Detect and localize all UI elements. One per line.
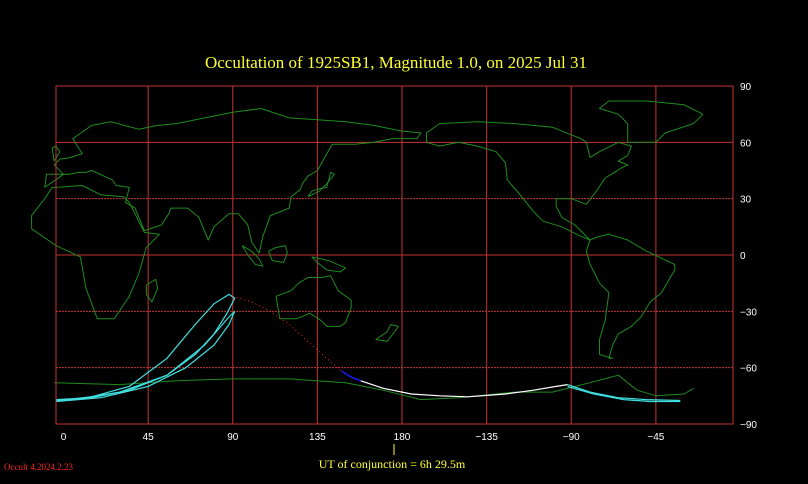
path-limit-line-north-east xyxy=(567,384,681,402)
latitude-tick-label: 0 xyxy=(740,251,746,262)
map-title: Occultation of 1925SB1, Magnitude 1.0, o… xyxy=(205,53,587,72)
longitude-tick-label: 90 xyxy=(227,432,239,443)
longitude-tick-label: 135 xyxy=(309,432,326,443)
longitude-tick-label: −135 xyxy=(475,432,498,443)
latitude-tick-label: −60 xyxy=(740,364,757,375)
map-frame xyxy=(55,85,734,425)
central-line-daylight-segment xyxy=(360,380,568,398)
path-limit-line-inner xyxy=(55,310,236,403)
coastline-segment xyxy=(54,374,694,401)
latitude-tick-label: −30 xyxy=(740,307,757,318)
latitude-tick-label: 30 xyxy=(740,195,752,206)
conjunction-time-label: UT of conjunction = 6h 29.5m xyxy=(319,457,466,471)
coastline-segment xyxy=(241,245,264,267)
occultation-path xyxy=(55,293,681,403)
latitude-tick-labels: 90 60 30 0 −30 −60 −90 xyxy=(740,82,757,431)
coastline-segment xyxy=(599,100,704,143)
longitude-tick-label: 0 xyxy=(61,432,67,443)
longitude-tick-label: 180 xyxy=(394,432,411,443)
coastline-segment xyxy=(275,275,352,327)
coastline-segment xyxy=(268,245,288,263)
longitude-tick-label: 45 xyxy=(143,432,155,443)
longitude-tick-label: −90 xyxy=(563,432,580,443)
coastline-segment xyxy=(31,185,160,320)
longitude-tick-label: −45 xyxy=(647,432,664,443)
coastline-segment xyxy=(311,256,347,273)
latitude-tick-label: 60 xyxy=(740,138,752,149)
coastline-segment xyxy=(145,278,159,303)
central-line-twilight-segment xyxy=(341,370,361,382)
software-version-label: Occult 4.2024.2.23 xyxy=(4,462,73,472)
path-limit-line-south-east xyxy=(567,385,681,403)
coastlines xyxy=(31,100,704,401)
path-limit-line-outer xyxy=(55,293,236,402)
coastline-segment xyxy=(307,171,335,198)
grid-lines xyxy=(56,86,733,424)
coastline-segment xyxy=(375,324,399,342)
latitude-tick-label: 90 xyxy=(740,82,752,93)
coastline-segment xyxy=(426,121,676,359)
central-line-night-segment xyxy=(232,295,343,372)
longitude-tick-labels: 0 45 90 135 180 −135 −90 −45 xyxy=(61,432,665,443)
latitude-tick-label: −90 xyxy=(740,420,757,431)
coastline-segment xyxy=(44,108,422,254)
